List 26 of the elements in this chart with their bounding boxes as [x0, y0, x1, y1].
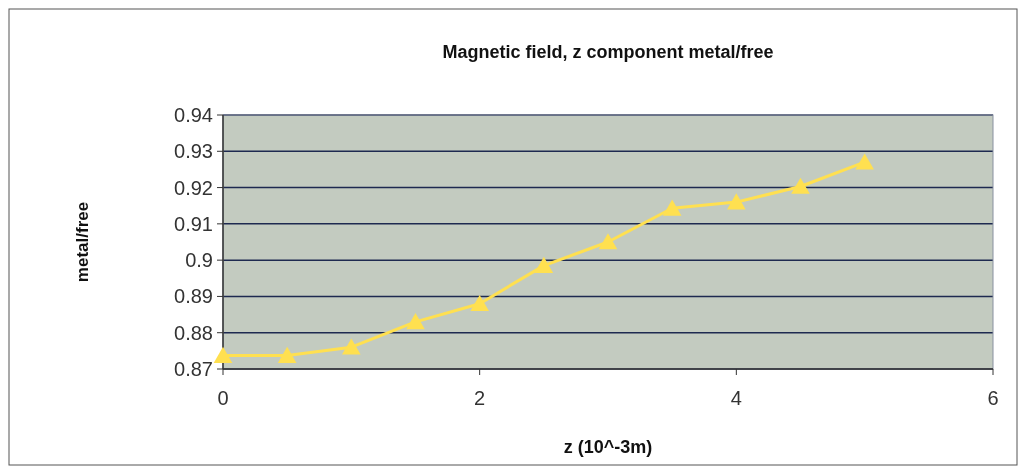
- y-tick-label: 0.89: [174, 285, 213, 308]
- x-tick-label: 4: [730, 387, 742, 409]
- point: [534, 256, 554, 273]
- y-axis-title: metal/free: [73, 201, 92, 283]
- chart-title: Magnetic field, z component metal/free: [442, 42, 774, 62]
- point: [470, 294, 489, 312]
- point: [662, 199, 682, 216]
- y-tick-label: 0.87: [174, 358, 213, 380]
- point: [598, 233, 618, 250]
- point: [855, 153, 874, 170]
- y-tick-label: 0.9: [185, 249, 213, 272]
- x-axis-title: z (10^-3m): [563, 437, 653, 457]
- point: [342, 338, 361, 355]
- point: [791, 177, 810, 194]
- point: [277, 346, 297, 363]
- x-tick-label: 6: [987, 387, 999, 409]
- y-tick-label: 0.93: [174, 140, 213, 163]
- x-tick-label: 2: [474, 387, 486, 409]
- point: [213, 346, 233, 363]
- point: [727, 193, 746, 210]
- y-tick-label: 0.92: [174, 176, 213, 199]
- point: [406, 313, 425, 330]
- x-tick-label: 0: [217, 387, 229, 409]
- y-tick-label: 0.91: [174, 212, 213, 235]
- y-tick-label: 0.88: [174, 321, 213, 344]
- y-tick-label: 0.94: [174, 104, 213, 126]
